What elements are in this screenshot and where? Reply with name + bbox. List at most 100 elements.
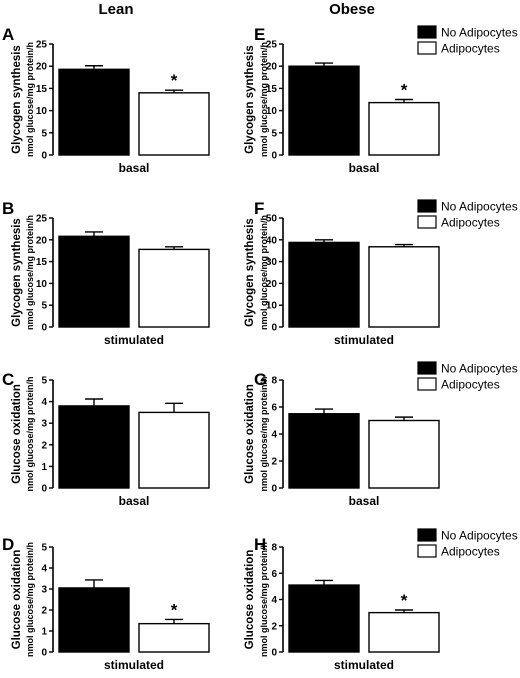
legend-swatch: [417, 215, 437, 229]
panel-letter: H: [254, 535, 266, 554]
bar-no-adipocytes: [58, 405, 130, 489]
y-tick-label: 10: [266, 301, 278, 312]
y-tick-label: 6: [271, 403, 277, 414]
y-tick-label: 3: [41, 585, 47, 596]
y-axis-label: Glucose oxidation: [11, 550, 23, 650]
x-axis-label: basal: [349, 161, 380, 175]
legend-swatch: [417, 25, 437, 39]
legend-swatch: [417, 377, 437, 391]
y-tick-label: 5: [41, 376, 47, 387]
y-axis-label: Glucose oxidation: [11, 384, 23, 484]
y-axis-units: nmol glucose/mg protein/h: [25, 542, 35, 657]
y-tick-label: 5: [41, 301, 47, 312]
x-axis-label: basal: [119, 161, 150, 175]
y-tick-label: 50: [266, 214, 278, 225]
bar-adipocytes: [138, 622, 210, 653]
y-tick-label: 4: [41, 397, 47, 408]
y-tick-label: 8: [271, 543, 277, 554]
y-tick-label: 2: [41, 440, 47, 451]
y-tick-label: 0: [271, 323, 277, 334]
y-tick-label: 10: [36, 106, 48, 117]
y-tick-label: 5: [41, 128, 47, 139]
bar-adipocytes: [368, 246, 440, 328]
panel-letter: C: [2, 370, 14, 389]
panel-letter: A: [2, 25, 14, 44]
y-axis-units: nmol glucose/mg protein/h: [259, 542, 269, 657]
significance-marker: *: [171, 600, 178, 619]
y-axis-units: nmol glucose/mg protein/h: [25, 376, 35, 491]
legend-label: Adipocytes: [441, 216, 500, 230]
y-tick-label: 40: [266, 235, 278, 246]
y-tick-label: 0: [41, 484, 47, 495]
y-tick-label: 0: [41, 323, 47, 334]
panel-letter: D: [2, 535, 14, 554]
bar-adipocytes: [368, 419, 440, 489]
bar-adipocytes: [368, 611, 440, 653]
y-tick-label: 4: [41, 564, 47, 575]
legend-swatch: [417, 199, 437, 213]
y-tick-label: 10: [266, 106, 278, 117]
y-axis-units: nmol glucose/mg protein/h: [259, 376, 269, 491]
bar-no-adipocytes: [288, 413, 360, 489]
legend-swatch: [417, 361, 437, 375]
significance-marker: *: [171, 71, 178, 90]
y-tick-label: 20: [266, 62, 278, 73]
panel-letter: G: [254, 370, 267, 389]
y-tick-label: 5: [271, 128, 277, 139]
y-tick-label: 20: [266, 279, 278, 290]
y-axis-units: nmol glucose/mg protein/h: [25, 215, 35, 330]
y-tick-label: 6: [271, 569, 277, 580]
y-axis-label: Glycogen synthesis: [244, 218, 256, 327]
panel-letter: F: [254, 199, 264, 218]
bar-no-adipocytes: [288, 65, 360, 156]
y-tick-label: 1: [41, 462, 47, 473]
y-tick-label: 10: [36, 279, 48, 290]
bar-adipocytes: [138, 411, 210, 489]
bar-adipocytes: [138, 92, 210, 156]
y-tick-label: 30: [266, 257, 278, 268]
y-tick-label: 20: [36, 235, 48, 246]
y-tick-label: 0: [41, 151, 47, 162]
y-tick-label: 0: [271, 484, 277, 495]
y-tick-label: 0: [41, 648, 47, 659]
y-tick-label: 25: [36, 40, 48, 51]
legend-label: No Adipocytes: [441, 26, 518, 40]
y-axis-label: Glycogen synthesis: [11, 45, 23, 154]
y-tick-label: 0: [271, 648, 277, 659]
y-tick-label: 4: [271, 595, 277, 606]
y-tick-label: 25: [266, 40, 278, 51]
y-tick-label: 15: [36, 84, 48, 95]
legend-label: No Adipocytes: [441, 362, 518, 376]
y-axis-units: nmol glucose/mg protein/h: [259, 42, 269, 157]
bar-no-adipocytes: [58, 587, 130, 653]
y-tick-label: 2: [271, 457, 277, 468]
y-tick-label: 5: [41, 543, 47, 554]
legend-swatch: [417, 544, 437, 558]
legend: No Adipocytes Adipocytes: [417, 199, 518, 230]
y-tick-label: 2: [271, 621, 277, 632]
y-tick-label: 15: [36, 257, 48, 268]
y-tick-label: 3: [41, 419, 47, 430]
x-axis-label: stimulated: [104, 658, 164, 672]
legend-label: Adipocytes: [441, 378, 500, 392]
legend-label: No Adipocytes: [441, 200, 518, 214]
x-axis-label: basal: [119, 494, 150, 508]
legend-label: Adipocytes: [441, 42, 500, 56]
bar-no-adipocytes: [288, 241, 360, 328]
y-axis-label: Glucose oxidation: [244, 384, 256, 484]
column-title-lean: Lean: [98, 1, 133, 18]
legend: No Adipocytes Adipocytes: [417, 361, 518, 392]
panel-letter: B: [2, 199, 14, 218]
y-tick-label: 15: [266, 84, 278, 95]
y-axis-label: Glucose oxidation: [244, 550, 256, 650]
